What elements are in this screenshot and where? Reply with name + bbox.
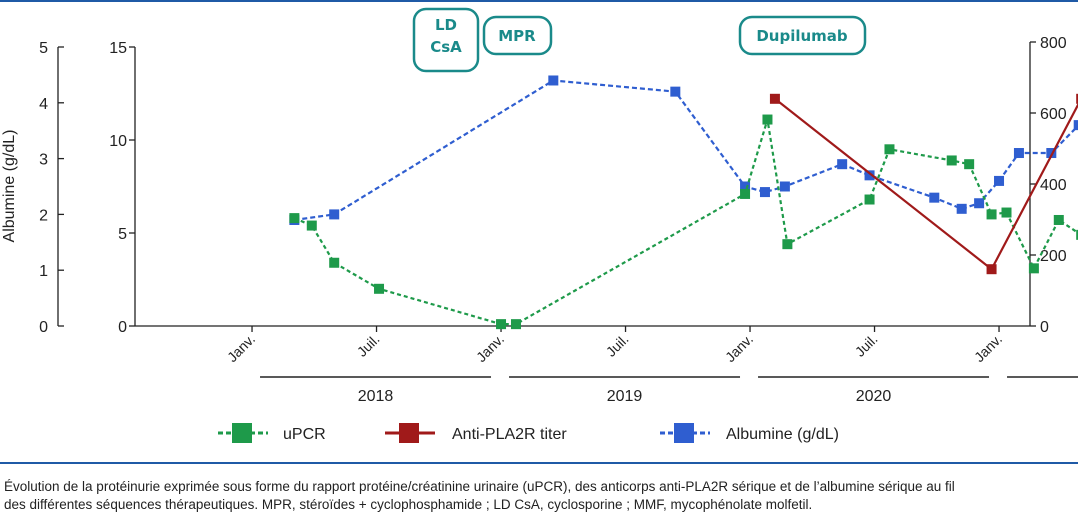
data-point-upcr — [946, 155, 957, 166]
legend: uPCR Anti-PLA2R titer Albumine (g/dL) — [218, 423, 839, 443]
x-tick-label: Juil. — [603, 331, 632, 360]
data-point-albumine-g-dl — [994, 175, 1005, 186]
legend-albumine-marker — [674, 423, 694, 443]
ld-csa-label-line2: CsA — [430, 38, 462, 56]
data-point-albumine-g-dl — [329, 209, 340, 220]
x-tick-label: Janv. — [722, 331, 756, 365]
mpr-box — [482, 15, 553, 56]
data-point-upcr — [496, 319, 507, 330]
legend-item-anti-pla2r: Anti-PLA2R titer — [385, 423, 567, 443]
data-point-upcr — [289, 213, 300, 224]
data-point-upcr — [864, 194, 875, 205]
legend-anti-pla2r-label: Anti-PLA2R titer — [452, 426, 567, 443]
data-point-albumine-g-dl — [779, 181, 790, 192]
data-point-upcr — [884, 144, 895, 155]
data-point-anti-pla2r-titer — [769, 93, 780, 104]
right-tick-label: 800 — [1040, 35, 1067, 52]
data-point-albumine-g-dl — [670, 86, 681, 97]
x-tick-label: Janv. — [224, 331, 258, 365]
left-outer-tick-label: 3 — [39, 152, 48, 169]
left-axis-title: Albumine (g/dL) — [1, 130, 18, 243]
legend-item-upcr: uPCR — [218, 423, 326, 443]
data-point-albumine-g-dl — [956, 203, 967, 214]
x-tick-label: Janv. — [473, 331, 507, 365]
series-layer — [289, 75, 1078, 330]
caption-line-1: Évolution de la protéinurie exprimée sou… — [4, 479, 955, 494]
right-tick-label: 0 — [1040, 319, 1049, 336]
data-point-albumine-g-dl — [548, 75, 559, 86]
legend-item-albumine: Albumine (g/dL) — [660, 423, 839, 443]
caption-line-2: des différentes séquences thérapeutiques… — [4, 497, 813, 512]
data-point-upcr — [329, 257, 340, 268]
data-point-upcr — [1028, 263, 1039, 274]
data-point-upcr — [740, 188, 751, 199]
data-point-albumine-g-dl — [1073, 120, 1078, 131]
legend-albumine-label: Albumine (g/dL) — [726, 426, 839, 443]
dupilumab-label: Dupilumab — [756, 27, 848, 45]
left-outer-tick-label: 5 — [39, 40, 48, 57]
data-point-upcr — [762, 114, 773, 125]
treatment-labels: LD CsA MPR Dupilumab — [412, 7, 867, 73]
data-point-anti-pla2r-titer — [1076, 93, 1078, 104]
data-point-anti-pla2r-titer — [986, 264, 997, 275]
left-outer-tick-label: 2 — [39, 207, 48, 224]
left-inner-tick-label: 10 — [109, 133, 127, 150]
series-line-albumine-g-dl — [294, 79, 1078, 222]
right-tick-label: 600 — [1040, 106, 1067, 123]
right-tick-label: 400 — [1040, 177, 1067, 194]
x-tick-label: Juil. — [852, 331, 881, 360]
top-frame-line — [0, 0, 1078, 2]
data-point-upcr — [986, 209, 997, 220]
data-point-upcr — [306, 220, 317, 231]
data-point-albumine-g-dl — [740, 181, 751, 192]
data-point-albumine-g-dl — [974, 198, 985, 209]
data-point-upcr — [510, 319, 521, 330]
data-point-upcr — [1076, 229, 1078, 240]
bottom-frame-line — [0, 462, 1078, 464]
left-outer-tick-label: 0 — [39, 319, 48, 336]
data-point-albumine-g-dl — [1013, 148, 1024, 159]
left-inner-tick-label: 15 — [109, 40, 127, 57]
legend-anti-pla2r-marker — [399, 423, 419, 443]
legend-upcr-label: uPCR — [283, 426, 326, 443]
ticks-layer: 0 1 2 3 4 5 Albumine (g/dL) 0 5 10 15 0 200 400 600 800… — [1, 35, 1078, 405]
data-point-albumine-g-dl — [1046, 148, 1057, 159]
chart: LD CsA MPR Dupilumab 0 1 2 3 4 5 Albumine (g/d… — [1, 7, 1078, 443]
left-inner-tick-label: 5 — [118, 226, 127, 243]
data-point-albumine-g-dl — [837, 159, 848, 170]
data-point-upcr — [1001, 207, 1012, 218]
ld-csa-label-line1: LD — [435, 16, 457, 34]
data-point-albumine-g-dl — [864, 170, 875, 181]
year-label: 2019 — [607, 388, 643, 405]
data-point-upcr — [964, 159, 975, 170]
mpr-label: MPR — [498, 27, 536, 45]
left-outer-tick-label: 1 — [39, 263, 48, 280]
left-outer-tick-label: 4 — [39, 96, 48, 113]
year-label: 2020 — [856, 388, 892, 405]
year-label: 2018 — [358, 388, 394, 405]
legend-upcr-marker — [232, 423, 252, 443]
data-point-albumine-g-dl — [759, 187, 770, 198]
x-tick-label: Janv. — [971, 331, 1005, 365]
series-line-anti-pla2r-titer — [774, 97, 1078, 271]
right-tick-label: 200 — [1040, 248, 1067, 265]
data-point-upcr — [374, 283, 385, 294]
dupilumab-box — [738, 15, 867, 56]
x-tick-label: Juil. — [354, 331, 383, 360]
ld-csa-box — [412, 7, 480, 73]
left-inner-tick-label: 0 — [118, 319, 127, 336]
data-point-upcr — [1053, 214, 1064, 225]
data-point-upcr — [782, 239, 793, 250]
figure-caption: Évolution de la protéinurie exprimée sou… — [4, 478, 1078, 514]
data-point-albumine-g-dl — [929, 192, 940, 203]
